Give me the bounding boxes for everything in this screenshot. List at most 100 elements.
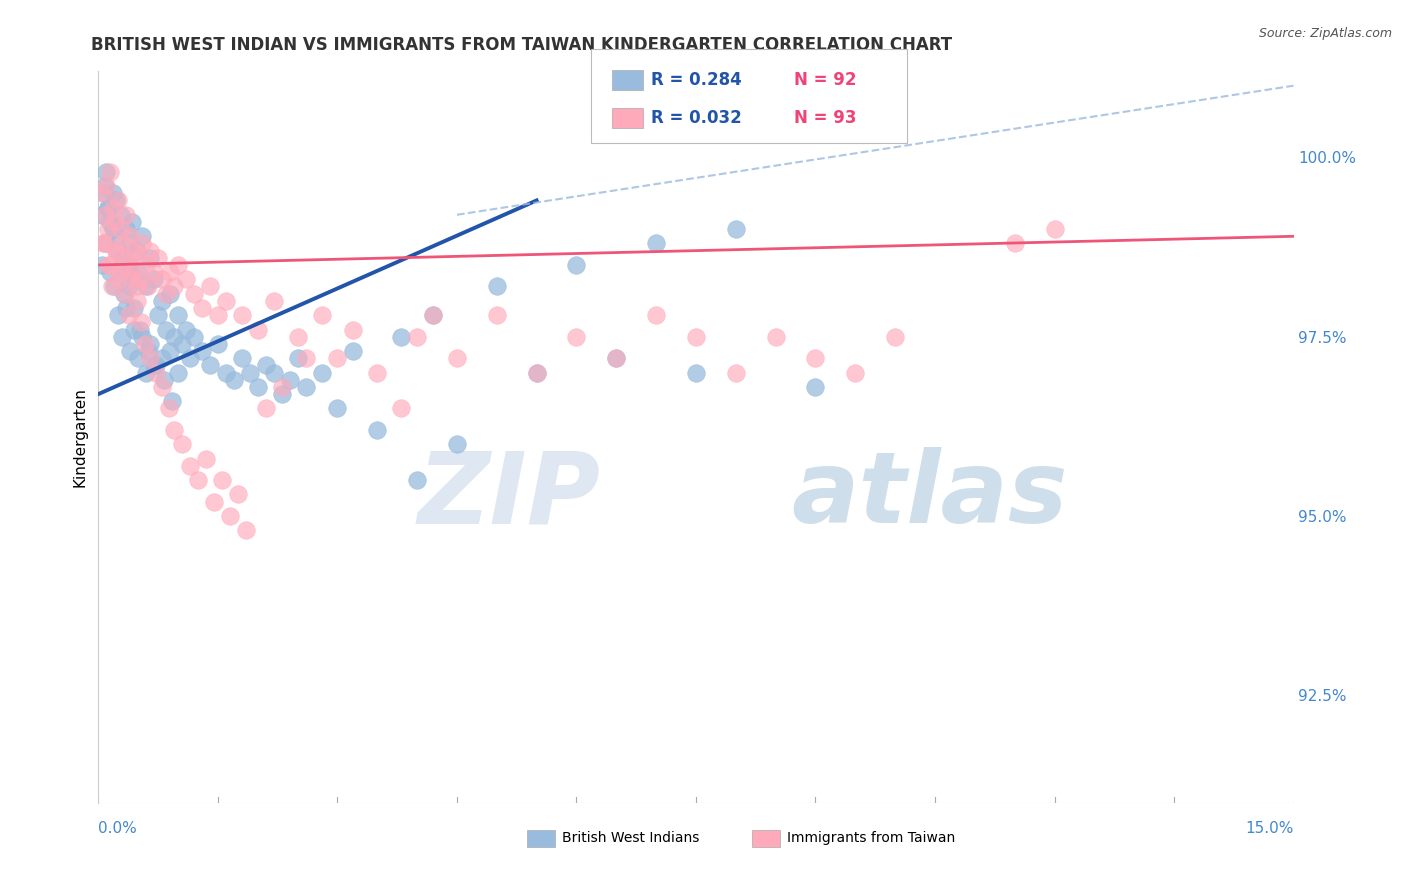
Point	[107, 272, 129, 286]
Point	[270, 387, 292, 401]
Point	[605, 351, 627, 366]
Point	[97, 258, 120, 272]
Text: atlas: atlas	[792, 447, 1069, 544]
Point	[179, 351, 201, 366]
Point	[342, 344, 364, 359]
Point	[163, 423, 186, 437]
Point	[104, 244, 127, 258]
Point	[124, 322, 146, 336]
Point	[804, 351, 827, 366]
Point	[685, 329, 707, 343]
Point	[111, 329, 134, 343]
Point	[207, 336, 229, 351]
Point	[110, 265, 132, 279]
Point	[191, 344, 214, 359]
Point	[163, 279, 186, 293]
Point	[145, 359, 167, 373]
Text: N = 92: N = 92	[794, 71, 856, 89]
Point	[110, 208, 132, 222]
Point	[187, 473, 209, 487]
Point	[342, 322, 364, 336]
Point	[118, 251, 141, 265]
Point	[118, 308, 141, 322]
Point	[294, 351, 316, 366]
Text: Immigrants from Taiwan: Immigrants from Taiwan	[787, 831, 956, 846]
Point	[150, 380, 173, 394]
Point	[311, 366, 333, 380]
Point	[235, 524, 257, 538]
Point	[104, 194, 127, 208]
Point	[129, 315, 152, 329]
Point	[107, 194, 129, 208]
Point	[287, 351, 309, 366]
Point	[222, 373, 245, 387]
Point	[219, 508, 242, 523]
Point	[112, 258, 135, 272]
Point	[263, 366, 285, 380]
Text: BRITISH WEST INDIAN VS IMMIGRANTS FROM TAIWAN KINDERGARTEN CORRELATION CHART: BRITISH WEST INDIAN VS IMMIGRANTS FROM T…	[91, 36, 952, 54]
Point	[198, 279, 221, 293]
Y-axis label: Kindergarten: Kindergarten	[72, 387, 87, 487]
Text: N = 93: N = 93	[794, 109, 856, 127]
Point	[263, 293, 285, 308]
Point	[131, 229, 153, 244]
Point	[254, 401, 277, 416]
Point	[804, 380, 827, 394]
Point	[91, 258, 114, 272]
Point	[143, 359, 166, 373]
Point	[121, 272, 143, 286]
Point	[110, 222, 132, 236]
Point	[120, 236, 142, 251]
Text: ZIP: ZIP	[418, 447, 600, 544]
Point	[112, 286, 135, 301]
Point	[125, 279, 148, 293]
Point	[131, 329, 153, 343]
Point	[160, 394, 183, 409]
Point	[107, 308, 129, 322]
Point	[114, 286, 136, 301]
Point	[226, 487, 249, 501]
Text: Source: ZipAtlas.com: Source: ZipAtlas.com	[1258, 27, 1392, 40]
Point	[135, 279, 157, 293]
Point	[526, 366, 548, 380]
Point	[139, 351, 162, 366]
Point	[101, 201, 124, 215]
Point	[124, 301, 146, 315]
Point	[157, 401, 180, 416]
Point	[148, 308, 170, 322]
Point	[94, 179, 117, 194]
Point	[124, 272, 146, 286]
Point	[183, 329, 205, 343]
Point	[406, 329, 429, 343]
Point	[97, 222, 120, 236]
Point	[446, 437, 468, 451]
Point	[127, 265, 149, 279]
Point	[179, 458, 201, 473]
Point	[239, 366, 262, 380]
Point	[565, 329, 588, 343]
Point	[645, 308, 668, 322]
Point	[294, 380, 316, 394]
Point	[104, 244, 127, 258]
Point	[159, 265, 181, 279]
Point	[231, 351, 253, 366]
Point	[103, 279, 125, 293]
Point	[211, 473, 233, 487]
Point	[246, 380, 269, 394]
Point	[366, 423, 388, 437]
Point	[155, 322, 177, 336]
Point	[127, 251, 149, 265]
Point	[685, 366, 707, 380]
Point	[270, 380, 292, 394]
Point	[167, 366, 190, 380]
Point	[121, 265, 143, 279]
Point	[844, 366, 866, 380]
Point	[135, 366, 157, 380]
Point	[98, 165, 122, 179]
Text: R = 0.284: R = 0.284	[651, 71, 742, 89]
Point	[152, 373, 174, 387]
Point	[150, 272, 173, 286]
Point	[326, 401, 349, 416]
Point	[278, 373, 301, 387]
Point	[96, 236, 118, 251]
